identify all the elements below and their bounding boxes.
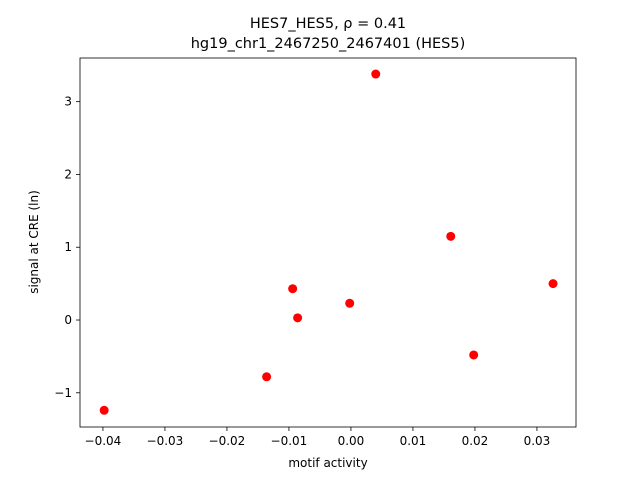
- chart-title: HES7_HES5, ρ = 0.41: [250, 16, 406, 32]
- y-tick-label: 2: [64, 167, 72, 181]
- y-tick-label: 1: [64, 240, 72, 254]
- x-tick-label: −0.04: [85, 434, 122, 448]
- y-axis-label: signal at CRE (ln): [27, 190, 41, 294]
- x-tick-label: −0.03: [147, 434, 184, 448]
- x-tick-label: 0.00: [338, 434, 365, 448]
- point: [99, 405, 109, 415]
- y-tick-label: 0: [64, 313, 72, 327]
- point: [345, 298, 355, 308]
- x-axis-label: motif activity: [288, 456, 367, 470]
- y-tick-label: −1: [54, 386, 72, 400]
- x-tick-label: 0.01: [400, 434, 427, 448]
- point: [446, 231, 456, 241]
- x-tick-label: −0.01: [271, 434, 308, 448]
- chart-subtitle: hg19_chr1_2467250_2467401 (HES5): [191, 36, 466, 52]
- point: [262, 372, 272, 382]
- x-tick-label: 0.03: [524, 434, 551, 448]
- point: [293, 313, 303, 323]
- point: [371, 69, 381, 79]
- x-tick-label: 0.02: [462, 434, 489, 448]
- point: [288, 284, 298, 294]
- x-tick-label: −0.02: [209, 434, 246, 448]
- point: [469, 350, 479, 360]
- y-tick-label: 3: [64, 95, 72, 109]
- plot-frame: [79, 57, 577, 428]
- point: [548, 279, 558, 289]
